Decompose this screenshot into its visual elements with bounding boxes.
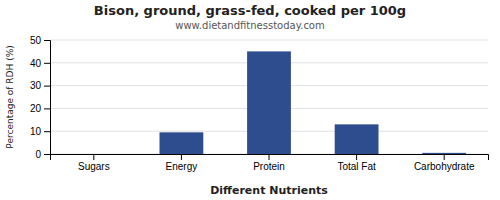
grid [50,40,488,154]
y-axis: 0 10 20 30 40 50 [30,35,51,160]
chart-container: Sugars Energy Protein Total Fat Carbohydrate… [0,0,500,200]
x-tick: Protein [253,154,285,172]
y-tick: 50 [30,35,50,46]
y-tick-mark [44,154,50,155]
y-tick: 0 [35,149,50,160]
x-tick-mark [269,154,270,160]
subtitle: www.dietandfitnesstoday.com [175,20,324,31]
y-tick-label: 30 [30,80,42,91]
x-tick: Energy [166,154,198,172]
x-tick: Carbohydrate [414,154,475,172]
y-tick-mark [44,40,50,41]
x-tick-label: Total Fat [337,161,376,172]
x-tick-mark [93,154,94,160]
y-tick-label: 50 [30,35,42,46]
y-tick-mark [44,131,50,132]
x-tick-mark [444,154,445,160]
bar [335,124,379,154]
y-tick: 10 [30,126,50,137]
y-tick: 40 [30,58,50,69]
y-tick-label: 40 [30,58,42,69]
title: Bison, ground, grass-fed, cooked per 100… [94,3,406,18]
bar [160,132,204,154]
x-tick: Total Fat [337,154,376,172]
y-tick-mark [44,63,50,64]
x-tick-label: Sugars [78,161,110,172]
grid-line [50,40,488,41]
y-tick-label: 0 [35,149,41,160]
bar [72,154,116,155]
y-tick: 20 [30,103,50,114]
y-tick-label: 20 [30,103,42,114]
y-axis-title: Percentage of RDH (%) [5,45,15,148]
y-tick-mark [44,86,50,87]
y-axis-line [44,41,51,155]
bar [422,153,466,154]
y-tick: 30 [30,80,50,91]
x-tick: Sugars [78,154,110,172]
y-tick-mark [44,108,50,109]
chart-svg: Sugars Energy Protein Total Fat Carbohydrate… [0,0,500,200]
x-tick-label: Energy [166,161,198,172]
x-tick-label: Carbohydrate [414,161,475,172]
y-tick-label: 10 [30,126,42,137]
x-tick-label: Protein [253,161,285,172]
x-axis-title: Different Nutrients [210,184,328,197]
x-axis-line [51,155,489,161]
plot-area [160,51,467,154]
x-tick-mark [356,154,357,160]
bar [247,51,291,154]
x-axis: Sugars Energy Protein Total Fat Carbohydrate [51,154,489,172]
x-tick-mark [181,154,182,160]
